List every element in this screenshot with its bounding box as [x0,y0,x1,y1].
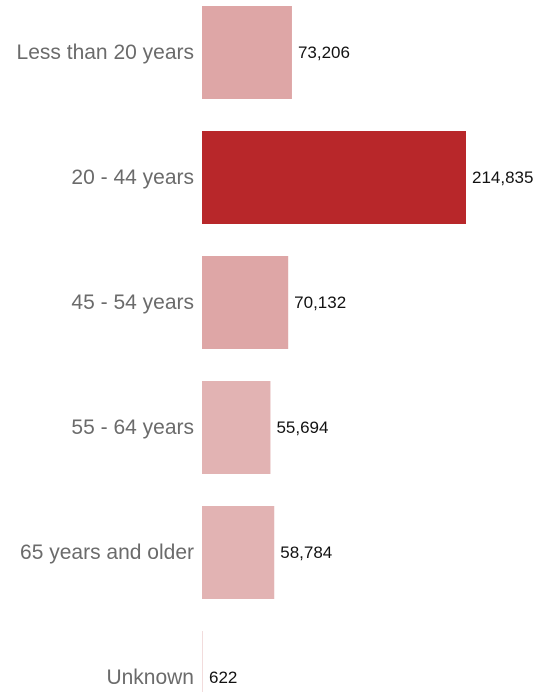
category-label: Less than 20 years [17,41,194,64]
category-labels: Less than 20 years 20 - 44 years 45 - 54 y… [17,41,194,689]
category-label: Unknown [106,666,194,689]
category-label: 65 years and older [20,541,194,564]
category-label: 20 - 44 years [71,166,194,189]
value-label: 622 [209,668,237,687]
category-label: 55 - 64 years [71,416,194,439]
category-label: 45 - 54 years [71,291,194,314]
value-label: 73,206 [298,43,350,62]
value-label: 70,132 [294,293,346,312]
value-label: 55,694 [276,418,328,437]
value-label: 58,784 [280,543,332,562]
value-label: 214,835 [472,168,533,187]
bar-3 [202,381,271,474]
bar-2 [202,256,289,349]
bar-4 [202,506,275,599]
value-labels: 73,206 214,835 70,132 55,694 58,784 622 [209,43,533,687]
bar-0 [202,6,292,99]
bar-5 [202,631,203,692]
bars [202,6,466,692]
bar-1 [202,131,466,224]
